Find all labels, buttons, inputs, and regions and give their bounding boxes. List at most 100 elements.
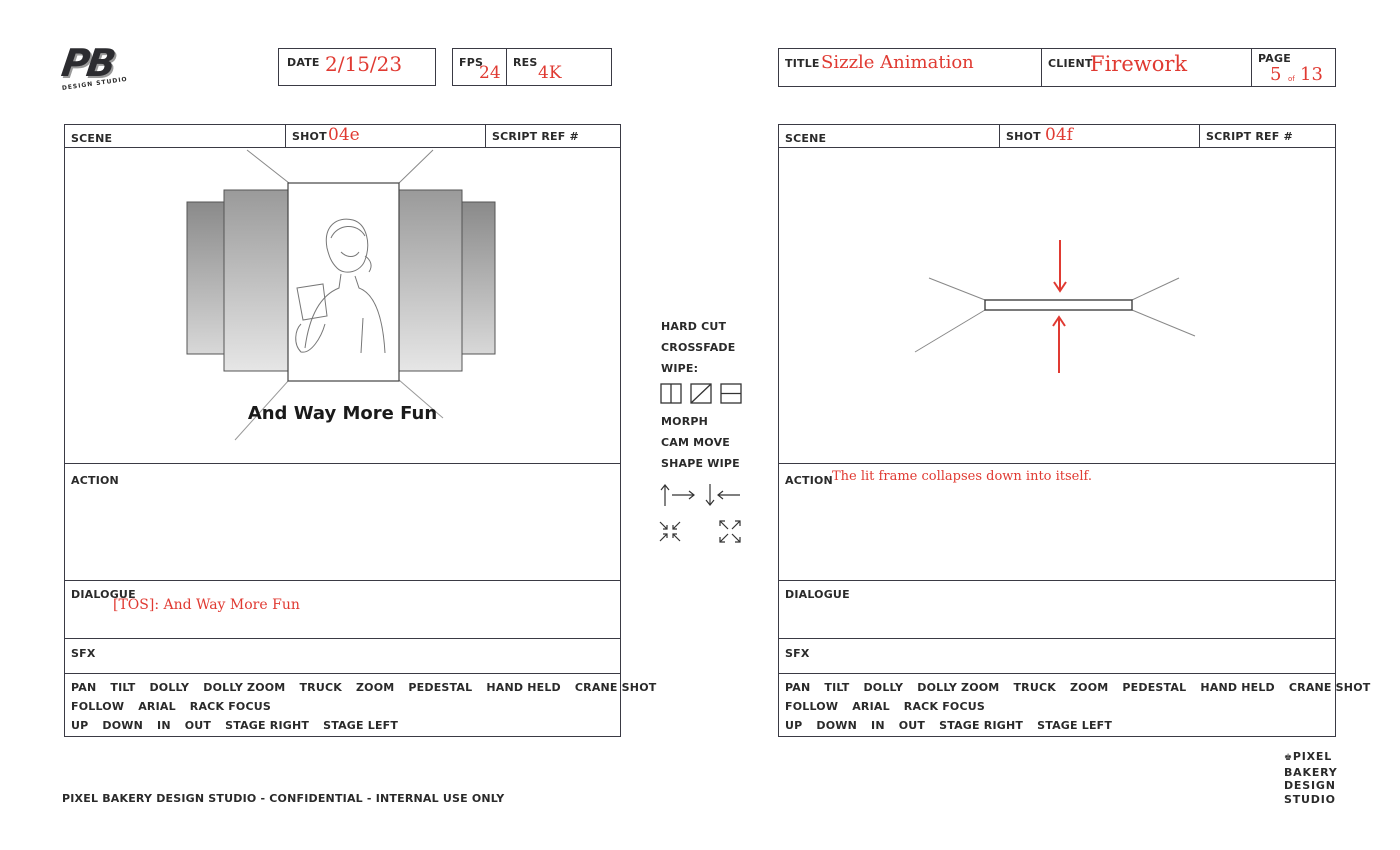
- fps-label: FPS: [459, 56, 484, 69]
- sfx-section: SFX: [779, 639, 1335, 673]
- move-icons: [659, 484, 741, 543]
- cam-stage-left: STAGE LEFT: [1037, 719, 1113, 732]
- collapse-icon: [659, 521, 681, 542]
- storyboard-panel-left: SCENE SHOT 04e SCRIPT REF #: [64, 124, 656, 737]
- fps-value: 24: [479, 63, 501, 83]
- cam-pedestal: PEDESTAL: [408, 681, 473, 694]
- expand-icon: [719, 520, 741, 543]
- frame-illustration: [914, 240, 1196, 373]
- camera-row-3: UP DOWN IN OUT STAGE RIGHT STAGE LEFT: [71, 719, 412, 732]
- page-total: 13: [1300, 64, 1323, 85]
- cam-crane-shot: CRANE SHOT: [574, 681, 657, 694]
- script-ref-label: SCRIPT REF #: [1206, 130, 1293, 143]
- wipe-diagonal-icon: [690, 383, 712, 404]
- cam-arial: ARIAL: [138, 700, 176, 713]
- brand-line-3: DESIGN: [1284, 779, 1336, 792]
- scene-label: SCENE: [785, 132, 827, 145]
- dialogue-label: DIALOGUE: [71, 588, 136, 601]
- cam-dolly-zoom: DOLLY ZOOM: [203, 681, 286, 694]
- transition-hard-cut: HARD CUT: [661, 320, 727, 333]
- cam-pan: PAN: [71, 681, 97, 694]
- cam-truck: TRUCK: [1013, 681, 1056, 694]
- cam-dolly: DOLLY: [863, 681, 904, 694]
- page-of: of: [1288, 75, 1295, 83]
- action-label: ACTION: [785, 474, 833, 487]
- cam-crane-shot: CRANE SHOT: [1288, 681, 1371, 694]
- cam-zoom: ZOOM: [1069, 681, 1109, 694]
- cam-up: UP: [785, 719, 803, 732]
- action-section: ACTION: [65, 464, 620, 580]
- cam-rack-focus: RACK FOCUS: [903, 700, 985, 713]
- transition-cam-move: CAM MOVE: [661, 436, 730, 449]
- action-section: ACTION The lit frame collapses down into…: [779, 464, 1335, 580]
- transition-wipe: WIPE:: [661, 362, 699, 375]
- shot-value: 04e: [328, 125, 360, 145]
- cam-follow: FOLLOW: [785, 700, 839, 713]
- camera-moves: PAN TILT DOLLY DOLLY ZOOM TRUCK ZOOM PEDESTAL H…: [65, 674, 656, 736]
- cam-tilt: TILT: [110, 681, 136, 694]
- cam-follow: FOLLOW: [71, 700, 125, 713]
- date-box: DATE 2/15/23: [278, 48, 436, 86]
- camera-row-2: FOLLOW ARIAL RACK FOCUS: [785, 700, 999, 713]
- wipe-horizontal-icon: [720, 383, 742, 404]
- page-label: PAGE: [1258, 52, 1291, 65]
- script-ref-label: SCRIPT REF #: [492, 130, 579, 143]
- cam-out: OUT: [898, 719, 926, 732]
- sfx-label: SFX: [785, 647, 810, 660]
- shot-value: 04f: [1045, 125, 1073, 145]
- sfx-section: SFX: [65, 639, 620, 673]
- frame-illustration: [186, 149, 496, 441]
- scene-label: SCENE: [71, 132, 113, 145]
- action-label: ACTION: [71, 474, 119, 487]
- storyboard-panel-right: SCENE SHOT 04f SCRIPT REF #: [778, 124, 1370, 737]
- client-value: Firework: [1090, 52, 1188, 76]
- cam-down: DOWN: [102, 719, 144, 732]
- frame-sketch: [779, 148, 1335, 463]
- collapse-arrows: [1052, 240, 1067, 373]
- transition-crossfade: CROSSFADE: [661, 341, 736, 354]
- date-value: 2/15/23: [325, 52, 403, 76]
- transitions-legend-2: MORPH CAM MOVE SHAPE WIPE: [661, 415, 761, 478]
- transition-shape-wipe: SHAPE WIPE: [661, 457, 740, 470]
- cam-hand-held: HAND HELD: [1200, 681, 1275, 694]
- up-right-arrows-icon: [660, 484, 695, 506]
- frame-caption: And Way More Fun: [247, 403, 438, 424]
- res-label: RES: [513, 56, 538, 69]
- date-label: DATE: [287, 56, 320, 69]
- res-value: 4K: [538, 63, 562, 83]
- studio-logo: PB DESIGN STUDIO: [59, 41, 142, 102]
- page-current: 5: [1270, 64, 1282, 85]
- camera-moves: PAN TILT DOLLY DOLLY ZOOM TRUCK ZOOM PEDESTAL H…: [779, 674, 1370, 736]
- shot-label: SHOT: [1006, 130, 1041, 143]
- brand-line-2: BAKERY: [1284, 765, 1338, 779]
- cam-stage-left: STAGE LEFT: [323, 719, 399, 732]
- transitions-legend: HARD CUT CROSSFADE WIPE:: [661, 320, 761, 383]
- cam-in: IN: [157, 719, 171, 732]
- brand-line-4: STUDIO: [1284, 792, 1336, 806]
- cam-dolly-zoom: DOLLY ZOOM: [917, 681, 1000, 694]
- shot-header-row: SCENE SHOT 04f SCRIPT REF #: [779, 125, 1335, 148]
- cam-out: OUT: [184, 719, 212, 732]
- title-client-page-box: TITLE Sizzle Animation CLIENT Firework P…: [778, 48, 1336, 87]
- camera-row-2: FOLLOW ARIAL RACK FOCUS: [71, 700, 285, 713]
- cam-rack-focus: RACK FOCUS: [189, 700, 271, 713]
- cam-hand-held: HAND HELD: [486, 681, 561, 694]
- wipe-vertical-icon: [660, 383, 682, 404]
- sfx-label: SFX: [71, 647, 96, 660]
- down-left-arrows-icon: [705, 484, 740, 506]
- cam-up: UP: [71, 719, 89, 732]
- action-value: The lit frame collapses down into itself…: [832, 469, 1093, 484]
- brand-line-1: ♚PIXEL: [1284, 750, 1333, 763]
- shot-header-row: SCENE SHOT 04e SCRIPT REF #: [65, 125, 620, 148]
- cam-down: DOWN: [816, 719, 858, 732]
- cam-tilt: TILT: [824, 681, 850, 694]
- frame-sketch: And Way More Fun: [65, 148, 620, 463]
- client-label: CLIENT: [1048, 57, 1093, 70]
- cam-arial: ARIAL: [852, 700, 890, 713]
- cam-truck: TRUCK: [299, 681, 342, 694]
- cam-in: IN: [871, 719, 885, 732]
- dialogue-section: DIALOGUE [TOS]: And Way More Fun: [65, 581, 620, 637]
- camera-row-1: PAN TILT DOLLY DOLLY ZOOM TRUCK ZOOM PEDESTAL H…: [785, 681, 1384, 694]
- dialogue-section: DIALOGUE: [779, 581, 1335, 637]
- dialogue-value: [TOS]: And Way More Fun: [113, 597, 300, 613]
